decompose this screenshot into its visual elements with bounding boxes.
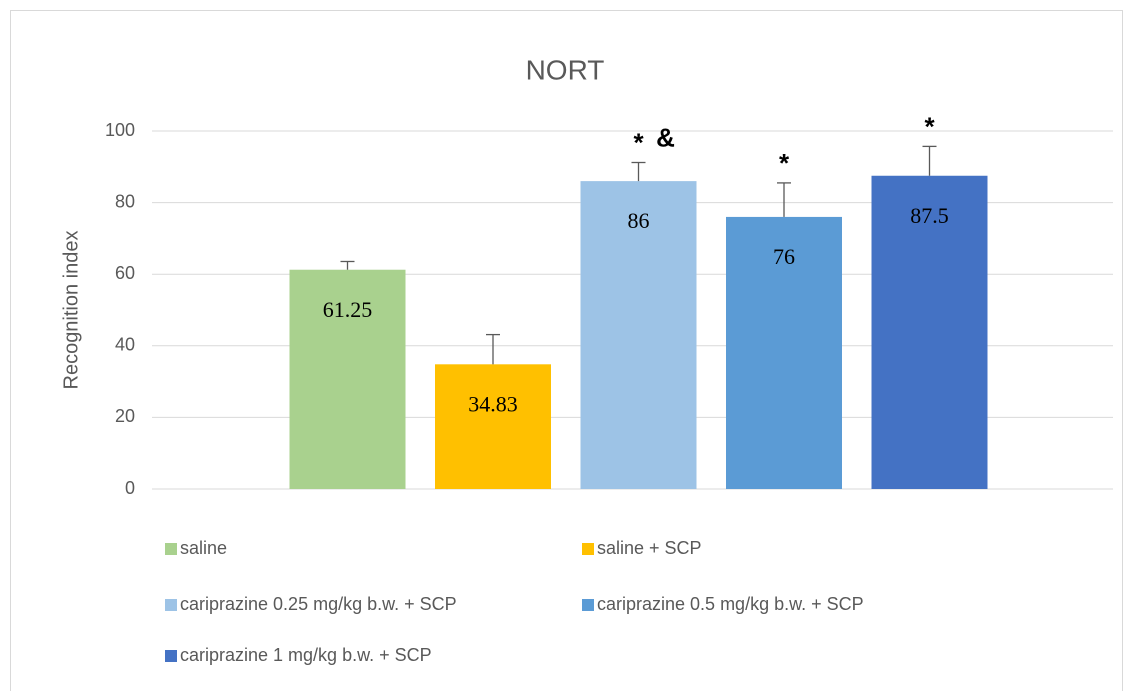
legend-label: cariprazine 1 mg/kg b.w. + SCP <box>180 645 432 665</box>
legend-swatch <box>582 543 594 555</box>
value-label: 86 <box>628 208 650 233</box>
y-tick-label: 100 <box>105 120 135 140</box>
legend-label: cariprazine 0.5 mg/kg b.w. + SCP <box>597 594 864 614</box>
y-tick-label: 20 <box>115 406 135 426</box>
value-label: 76 <box>773 244 795 269</box>
legend-label: cariprazine 0.25 mg/kg b.w. + SCP <box>180 594 457 614</box>
y-tick-label: 0 <box>125 478 135 498</box>
legend-label: saline + SCP <box>597 538 702 558</box>
legend-swatch <box>582 599 594 611</box>
y-tick-label: 60 <box>115 263 135 283</box>
bar <box>435 364 551 489</box>
bar <box>726 216 842 490</box>
annotation: * <box>924 111 935 141</box>
legend-swatch <box>165 543 177 555</box>
legend-swatch <box>165 599 177 611</box>
y-axis-label: Recognition index <box>60 231 82 390</box>
legend-swatch <box>165 650 177 662</box>
chart-title: NORT <box>526 54 605 85</box>
chart-frame <box>10 10 1123 691</box>
annotation: * <box>779 148 790 178</box>
value-label: 87.5 <box>910 203 949 228</box>
value-label: 34.83 <box>468 391 518 416</box>
bar <box>580 181 697 489</box>
bar <box>289 269 406 489</box>
bar <box>871 175 988 489</box>
y-tick-label: 40 <box>115 335 135 355</box>
annotation: & <box>656 122 675 152</box>
y-tick-label: 80 <box>115 191 135 211</box>
value-label: 61.25 <box>323 297 373 322</box>
legend-label: saline <box>180 538 227 558</box>
annotation: * <box>633 127 644 157</box>
